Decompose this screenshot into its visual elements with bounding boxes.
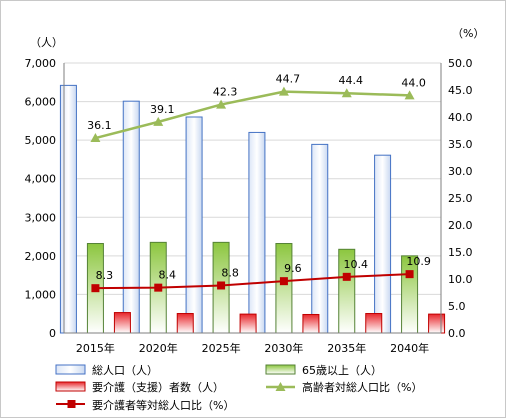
marker-elderly-ratio [404, 90, 415, 100]
marker-care-ratio [217, 281, 226, 290]
data-label-care-ratio: 9.6 [284, 262, 302, 275]
marker-elderly-ratio [216, 99, 227, 109]
right-tick-label: 10.0 [448, 273, 473, 286]
left-tick-label: 0 [49, 327, 56, 340]
marker-care-ratio [405, 270, 414, 279]
bar-age65 [275, 243, 293, 334]
legend-label-age65: 65歳以上（人） [302, 364, 382, 377]
marker-elderly-ratio [278, 86, 289, 96]
legend-marker-elderly-ratio [275, 382, 286, 391]
left-tick-label: 1,000 [25, 288, 57, 301]
legend-swatch-age65 [265, 364, 296, 375]
x-tick-label: 2015年 [76, 341, 115, 355]
left-axis-ticks: 0 1,000 2,000 3,000 4,000 5,000 6,000 7,000 [25, 57, 57, 340]
bar-care-count [113, 312, 131, 334]
line-elderly-ratio [95, 90, 410, 140]
lines: 36.1 39.1 42.3 44.7 44.4 44.0 8.3 8.4 8.8 9.6 10.4… [87, 73, 431, 293]
x-tick-label: 2025年 [202, 341, 241, 355]
legend-label-elderly-ratio: 高齢者対総人口比（%） [302, 380, 422, 394]
bar-care-count [176, 313, 194, 334]
x-tick-label: 2040年 [390, 341, 429, 355]
right-tick-label: 15.0 [448, 246, 473, 259]
bars [59, 84, 446, 334]
bar-care-count [365, 313, 383, 334]
marker-elderly-ratio [90, 133, 101, 143]
legend-swatch-care-count [55, 381, 86, 392]
left-tick-label: 7,000 [25, 57, 57, 70]
right-tick-label: 30.0 [448, 165, 473, 178]
right-tick-label: 0.0 [448, 327, 466, 340]
marker-care-ratio [279, 277, 288, 286]
marker-care-ratio [154, 283, 163, 292]
data-label-care-ratio: 10.9 [406, 255, 431, 268]
right-tick-label: 5.0 [448, 300, 466, 313]
line-care-ratio [95, 273, 410, 290]
right-tick-label: 35.0 [448, 138, 473, 151]
data-label-care-ratio: 10.4 [344, 258, 369, 271]
right-tick-label: 45.0 [448, 84, 473, 97]
x-tick-label: 2030年 [264, 341, 303, 355]
right-tick-label: 20.0 [448, 219, 473, 232]
data-label-care-ratio: 8.8 [221, 266, 239, 279]
data-label-care-ratio: 8.3 [96, 269, 114, 282]
data-label-elderly-ratio: 44.7 [276, 73, 301, 86]
left-tick-label: 2,000 [25, 250, 57, 263]
right-tick-label: 25.0 [448, 192, 473, 205]
data-label-elderly-ratio: 42.3 [213, 86, 238, 99]
x-axis-ticks: 2015年 2020年 2025年 2030年 2035年 2040年 [76, 341, 429, 355]
right-tick-label: 40.0 [448, 111, 473, 124]
x-tick-label: 2035年 [327, 341, 366, 355]
legend-swatch-total-population [55, 364, 86, 375]
right-axis-unit: （%） [452, 27, 484, 40]
legend-label-care-count: 要介護（支援）者数（人） [92, 380, 224, 394]
legend-marker-care-ratio [67, 400, 76, 408]
bar-total-population [59, 84, 77, 334]
data-label-elderly-ratio: 44.0 [401, 76, 426, 89]
marker-elderly-ratio [341, 88, 352, 98]
bar-care-count [239, 313, 257, 334]
left-axis-unit: （人） [30, 36, 63, 49]
marker-care-ratio [91, 284, 100, 293]
marker-elderly-ratio [153, 116, 164, 126]
left-tick-label: 4,000 [25, 173, 57, 186]
data-label-elderly-ratio: 44.4 [339, 74, 364, 87]
right-tick-label: 50.0 [448, 57, 473, 70]
bar-total-population [185, 116, 203, 334]
left-tick-label: 5,000 [25, 134, 57, 147]
data-label-care-ratio: 8.4 [159, 269, 177, 282]
legend-label-care-ratio: 要介護者等対総人口比（%） [92, 398, 234, 412]
bar-total-population [248, 131, 266, 334]
right-axis-ticks: 0.0 5.0 10.0 15.0 20.0 25.0 30.0 35.0 40.0 45.0 50… [448, 57, 473, 340]
bar-care-count [302, 313, 320, 334]
legend: 総人口（人） 65歳以上（人） 要介護（支援）者数（人） 高齢者対総人口比（%）… [55, 363, 422, 412]
left-tick-label: 3,000 [25, 211, 57, 224]
axes [63, 63, 442, 334]
legend-label-total-population: 総人口（人） [92, 363, 158, 377]
data-label-elderly-ratio: 36.1 [87, 119, 112, 132]
x-tick-label: 2020年 [139, 341, 178, 355]
marker-care-ratio [342, 272, 351, 281]
left-tick-label: 6,000 [25, 96, 57, 109]
bar-total-population [374, 154, 392, 334]
bar-care-count [428, 313, 446, 334]
bar-total-population [311, 143, 329, 334]
data-label-elderly-ratio: 39.1 [150, 103, 175, 116]
bar-total-population [122, 100, 140, 334]
